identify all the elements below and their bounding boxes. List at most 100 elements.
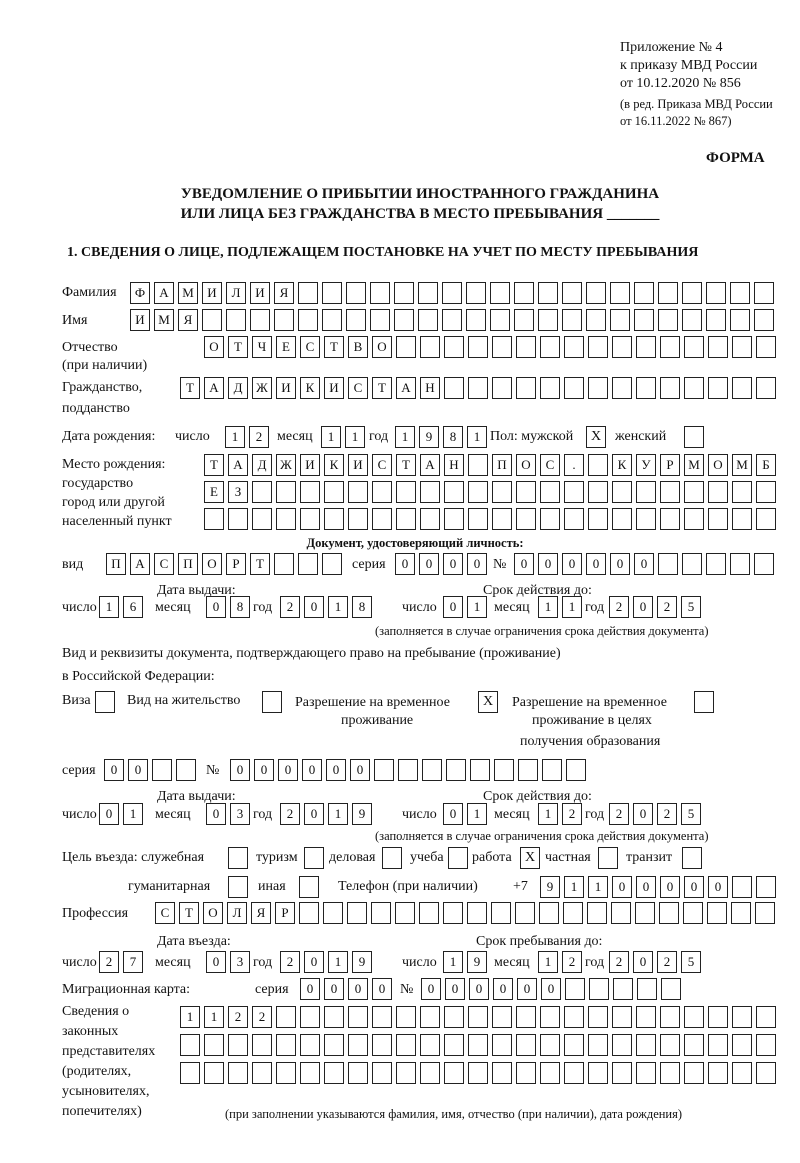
char-box[interactable]: Т — [180, 377, 200, 399]
char-box[interactable]: 2 — [657, 951, 677, 973]
char-box[interactable] — [204, 508, 224, 530]
char-box[interactable] — [684, 481, 704, 503]
char-box[interactable]: Л — [226, 282, 246, 304]
char-box[interactable] — [708, 1062, 728, 1084]
char-box[interactable] — [636, 1062, 656, 1084]
char-box[interactable] — [588, 377, 608, 399]
char-box[interactable]: 1 — [180, 1006, 200, 1028]
temp-residence-checkbox[interactable]: X — [478, 691, 498, 713]
char-box[interactable] — [492, 1006, 512, 1028]
char-box[interactable] — [298, 553, 318, 575]
char-box[interactable] — [564, 336, 584, 358]
char-box[interactable]: 0 — [684, 876, 704, 898]
char-box[interactable]: 0 — [206, 596, 226, 618]
char-box[interactable] — [684, 1062, 704, 1084]
char-box[interactable]: Д — [252, 454, 272, 476]
char-box[interactable] — [588, 1034, 608, 1056]
char-box[interactable] — [348, 1062, 368, 1084]
char-box[interactable] — [180, 1034, 200, 1056]
char-box[interactable] — [516, 481, 536, 503]
char-box[interactable] — [682, 282, 702, 304]
char-box[interactable]: К — [612, 454, 632, 476]
char-box[interactable] — [468, 508, 488, 530]
char-box[interactable] — [708, 1006, 728, 1028]
char-box[interactable]: О — [202, 553, 222, 575]
char-box[interactable] — [660, 1006, 680, 1028]
char-box[interactable] — [370, 309, 390, 331]
char-box[interactable]: 0 — [326, 759, 346, 781]
char-box[interactable] — [708, 508, 728, 530]
char-box[interactable] — [298, 282, 318, 304]
char-box[interactable]: К — [324, 454, 344, 476]
char-box[interactable]: 9 — [540, 876, 560, 898]
char-box[interactable] — [542, 759, 562, 781]
char-box[interactable] — [756, 508, 776, 530]
char-box[interactable] — [612, 336, 632, 358]
char-box[interactable]: П — [492, 454, 512, 476]
char-box[interactable] — [540, 377, 560, 399]
char-box[interactable] — [754, 553, 774, 575]
char-box[interactable] — [467, 902, 487, 924]
char-box[interactable] — [660, 336, 680, 358]
char-box[interactable]: И — [300, 454, 320, 476]
char-box[interactable]: 0 — [350, 759, 370, 781]
char-box[interactable] — [756, 336, 776, 358]
char-box[interactable]: 0 — [469, 978, 489, 1000]
char-box[interactable] — [706, 309, 726, 331]
char-box[interactable]: Т — [228, 336, 248, 358]
char-box[interactable] — [300, 508, 320, 530]
char-box[interactable] — [250, 309, 270, 331]
char-box[interactable] — [658, 282, 678, 304]
char-box[interactable]: А — [228, 454, 248, 476]
char-box[interactable]: 0 — [493, 978, 513, 1000]
char-box[interactable] — [634, 282, 654, 304]
char-box[interactable]: 0 — [443, 596, 463, 618]
char-box[interactable] — [372, 1034, 392, 1056]
char-box[interactable]: А — [130, 553, 150, 575]
char-box[interactable]: И — [202, 282, 222, 304]
char-box[interactable] — [586, 282, 606, 304]
char-box[interactable] — [516, 1034, 536, 1056]
char-box[interactable] — [636, 1006, 656, 1028]
char-box[interactable] — [446, 759, 466, 781]
char-box[interactable]: 8 — [352, 596, 372, 618]
char-box[interactable]: 9 — [352, 951, 372, 973]
char-box[interactable] — [540, 508, 560, 530]
char-box[interactable] — [490, 309, 510, 331]
char-box[interactable]: 0 — [395, 553, 415, 575]
char-box[interactable]: 0 — [206, 951, 226, 973]
char-box[interactable]: 5 — [681, 596, 701, 618]
char-box[interactable]: 0 — [278, 759, 298, 781]
char-box[interactable] — [610, 309, 630, 331]
char-box[interactable] — [684, 1006, 704, 1028]
reps-field-2[interactable] — [180, 1034, 776, 1056]
char-box[interactable] — [492, 1034, 512, 1056]
char-box[interactable] — [492, 481, 512, 503]
char-box[interactable]: С — [348, 377, 368, 399]
char-box[interactable]: 0 — [128, 759, 148, 781]
char-box[interactable]: Я — [251, 902, 271, 924]
char-box[interactable] — [586, 309, 606, 331]
char-box[interactable] — [636, 1034, 656, 1056]
char-box[interactable] — [612, 1006, 632, 1028]
char-box[interactable] — [589, 978, 609, 1000]
char-box[interactable]: А — [154, 282, 174, 304]
char-box[interactable]: 1 — [467, 596, 487, 618]
char-box[interactable] — [300, 1034, 320, 1056]
char-box[interactable] — [612, 481, 632, 503]
char-box[interactable] — [539, 902, 559, 924]
char-box[interactable] — [564, 1034, 584, 1056]
char-box[interactable]: 0 — [636, 876, 656, 898]
char-box[interactable]: 0 — [660, 876, 680, 898]
char-box[interactable] — [396, 508, 416, 530]
char-box[interactable] — [708, 336, 728, 358]
